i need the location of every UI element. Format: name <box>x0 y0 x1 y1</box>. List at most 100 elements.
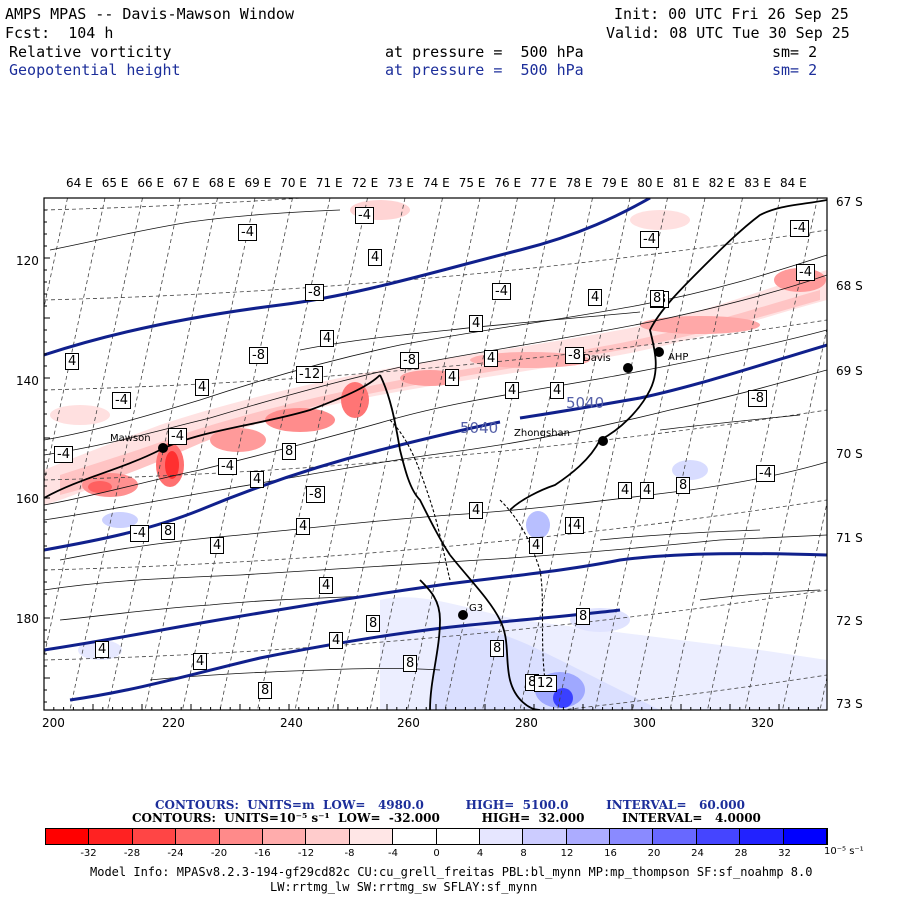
contour-value-label: 4 <box>640 482 655 499</box>
colorbar-tick-label: -4 <box>388 848 398 859</box>
colorbar-swatch <box>393 829 437 844</box>
colorbar-swatch <box>46 829 90 844</box>
station-marker-zhongshan <box>598 436 608 446</box>
height-contour-label: 5040 <box>460 419 499 437</box>
colorbar-tick-label: 20 <box>647 848 661 859</box>
contour-value-label: -12 <box>296 366 324 383</box>
bottom-axis-label: 240 <box>280 716 303 730</box>
right-lat-label: 70 S <box>836 447 863 461</box>
contour-value-label: 4 <box>195 379 210 396</box>
top-lon-label: 73 E <box>387 176 414 190</box>
colorbar-tick-label: 4 <box>476 848 484 859</box>
top-lon-label: 71 E <box>315 176 343 190</box>
right-lat-label: 71 S <box>836 531 863 545</box>
colorbar-tick-label: -16 <box>254 848 271 859</box>
contour-value-label: -4 <box>355 207 374 224</box>
colorbar-tick-label: 8 <box>520 848 527 859</box>
contour-value-label: 8 <box>161 523 176 540</box>
contour-value-label: -8 <box>748 390 767 407</box>
contour-value-label: 4 <box>570 517 585 534</box>
colorbar-swatch <box>610 829 654 844</box>
colorbar-swatch <box>176 829 220 844</box>
coastline <box>44 199 827 710</box>
contour-value-label: -4 <box>168 428 187 445</box>
colorbar <box>45 828 828 845</box>
colorbar-tick-label: -20 <box>210 848 228 859</box>
top-lon-label: 67 E <box>173 176 200 190</box>
contour-value-label: 4 <box>210 537 225 554</box>
top-lon-label: 65 E <box>101 176 129 190</box>
contour-value-label: 4 <box>445 369 460 386</box>
top-lon-label: 68 E <box>208 176 236 190</box>
colorbar-swatch <box>783 829 828 844</box>
valid-time: Valid: 08 UTC Tue 30 Sep 25 <box>606 24 850 42</box>
left-axis-label: 160 <box>16 492 39 506</box>
right-lat-label: 67 S <box>836 195 863 209</box>
top-lon-label: 77 E <box>530 176 557 190</box>
negative-vorticity-shading <box>44 200 827 505</box>
height-contour-legend: CONTOURS: UNITS=m LOW= 4980.0 HIGH= 5100… <box>155 798 745 812</box>
colorbar-tick-label: -28 <box>123 848 141 859</box>
left-axis-label: 140 <box>16 374 39 388</box>
station-label-mawson: Mawson <box>110 433 151 444</box>
colorbar-swatch <box>566 829 611 844</box>
geopotential-height-contours <box>44 198 827 702</box>
right-lat-label: 68 S <box>836 279 863 293</box>
station-label-zhongshan: Zhongshan <box>514 428 571 439</box>
contour-value-label: 4 <box>618 482 633 499</box>
station-marker-davis <box>623 363 633 373</box>
colorbar-tick-label: 24 <box>691 848 704 859</box>
contour-value-label: 4 <box>65 353 80 370</box>
bottom-axis-label: 300 <box>633 716 656 730</box>
contour-value-label: 8 <box>490 640 505 657</box>
colorbar-swatch <box>740 829 784 844</box>
bottom-axis-label: 260 <box>397 716 420 730</box>
bottom-axis-label: 200 <box>42 716 65 730</box>
field1-smoothing: sm= 2 <box>772 43 818 61</box>
top-lon-label: 81 E <box>672 176 700 190</box>
contour-value-label: -4 <box>640 231 659 248</box>
top-lon-label: 78 E <box>565 176 593 190</box>
model-physics: LW:rrtmg_lw SW:rrtmg_sw SFLAY:sf_mynn <box>270 880 538 894</box>
contour-value-label: 4 <box>484 350 499 367</box>
station-label-g3: G3 <box>469 603 484 614</box>
contour-value-label: 4 <box>319 577 334 594</box>
contour-value-label: 4 <box>250 471 265 488</box>
colorbar-tick-label: -12 <box>297 848 315 859</box>
contour-value-label: -8 <box>305 284 324 301</box>
contour-value-label: -4 <box>218 458 237 475</box>
bottom-axis-label: 220 <box>162 716 185 730</box>
contour-value-label: 8 <box>258 682 273 699</box>
left-axis-label: 120 <box>16 254 39 268</box>
contour-value-label: 4 <box>296 518 311 535</box>
contour-value-label: -8 <box>306 486 325 503</box>
station-marker-mawson <box>158 443 168 453</box>
top-lon-label: 76 E <box>494 176 522 190</box>
station-markers <box>158 347 664 620</box>
colorbar-swatch <box>349 829 394 844</box>
colorbar-units: 10⁻⁵ s⁻¹ <box>824 846 864 857</box>
top-lon-label: 70 E <box>280 176 307 190</box>
right-lat-label: 69 S <box>836 364 863 378</box>
top-lon-label: 64 E <box>66 176 93 190</box>
right-lat-label: 72 S <box>836 614 863 628</box>
colorbar-tick-label: 12 <box>560 848 574 859</box>
colorbar-swatch <box>306 829 350 844</box>
contour-value-label: -4 <box>112 392 131 409</box>
contour-value-label: -4 <box>238 224 257 241</box>
contour-value-label: 8 <box>403 655 418 672</box>
colorbar-swatch <box>479 829 524 844</box>
plot-title: AMPS MPAS -- Davis-Mawson Window <box>5 5 294 23</box>
contour-value-label: -8 <box>249 347 268 364</box>
map-area <box>44 198 827 710</box>
init-time: Init: 00 UTC Fri 26 Sep 25 <box>614 5 849 23</box>
colorbar-tick-label: 28 <box>734 848 748 859</box>
field1-level: at pressure = 500 hPa <box>385 43 584 61</box>
bottom-axis-label: 280 <box>515 716 538 730</box>
contour-value-label: -4 <box>756 465 775 482</box>
top-lon-label: 72 E <box>351 176 379 190</box>
contour-value-label: 4 <box>505 382 520 399</box>
field2-name: Geopotential height <box>9 61 181 79</box>
top-lon-label: 83 E <box>744 176 771 190</box>
